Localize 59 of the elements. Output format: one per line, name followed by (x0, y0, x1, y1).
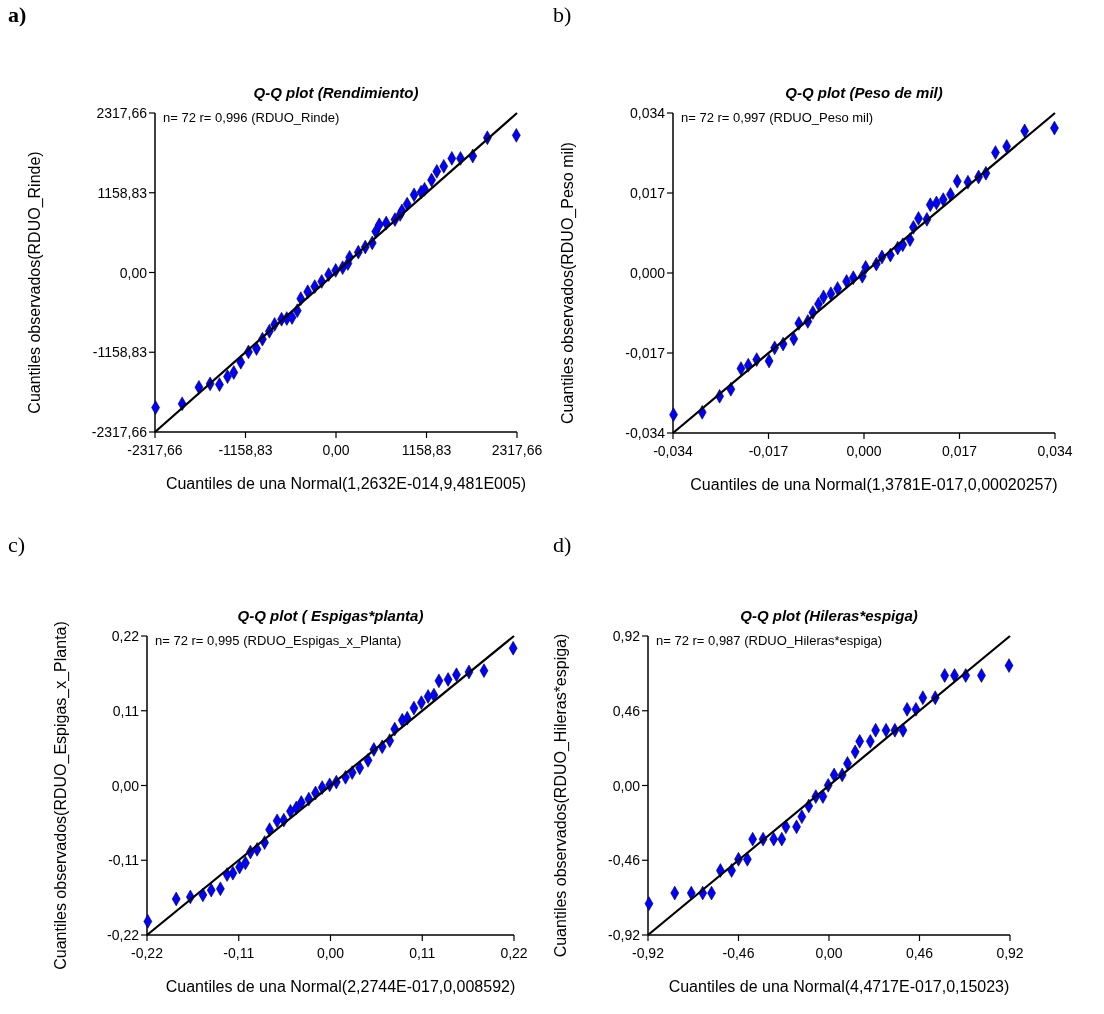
x-tick-label: 0,00 (322, 442, 350, 458)
chart-title: Q-Q plot (Peso de mil) (785, 84, 943, 101)
chart-title: Q-Q plot (Rendimiento) (253, 84, 419, 101)
x-axis-title: Cuantiles de una Normal(2,2744E-017,0,008592) (165, 978, 516, 995)
y-tick-label: -0,11 (108, 852, 140, 869)
x-tick-label: 0,46 (905, 945, 934, 961)
y-tick-label: 0,46 (612, 702, 641, 719)
y-tick-label: 0,034 (629, 105, 666, 121)
y-tick-label: -1158,83 (92, 344, 148, 361)
y-axis-title: Cuantiles observados(RDUO_Rinde) (26, 151, 44, 414)
annotation: n= 72 r= 0,987 (RDUO_Hileras*espiga) (656, 633, 883, 648)
x-tick-label: -0,034 (653, 443, 694, 459)
x-tick-label: -0,11 (223, 945, 255, 961)
x-tick-label: 2317,66 (491, 442, 543, 458)
y-tick-label: 0,000 (629, 265, 666, 281)
y-tick-label: 0,22 (111, 628, 140, 644)
annotation: n= 72 r= 0,997 (RDUO_Peso mil) (681, 110, 874, 125)
y-tick-label: 1158,83 (97, 184, 148, 201)
y-tick-label: -2317,66 (91, 424, 148, 440)
y-tick-label: 2317,66 (96, 105, 148, 121)
y-tick-label: -0,46 (608, 852, 641, 869)
text: a) (8, 2, 27, 27)
x-axis-title: Cuantiles de una Normal(1,2632E-014,9,481E005) (165, 475, 527, 492)
y-tick-label: 0,11 (112, 702, 140, 719)
y-tick-label: -0,22 (107, 927, 140, 943)
text: d) (553, 532, 572, 557)
y-tick-label: 0,00 (111, 777, 140, 794)
y-axis-title: Cuantiles observados(RDUO_Peso mil) (559, 142, 577, 424)
y-tick-label: -0,034 (625, 425, 666, 441)
x-tick-label: -1158,83 (218, 442, 273, 458)
x-tick-label: 0,017 (941, 443, 978, 459)
y-tick-label: -0,017 (625, 345, 666, 361)
y-axis-title: Cuantiles observados(RDUO_Espigas_x_Planta) (52, 621, 70, 970)
x-tick-label: 0,92 (996, 945, 1024, 961)
y-tick-label: 0,92 (612, 628, 641, 644)
y-axis-title: Cuantiles observados(RDUO_Hileras*espiga) (552, 633, 570, 958)
chart-title: Q-Q plot (Hileras*espiga) (740, 607, 918, 624)
x-axis-title: Cuantiles de una Normal(1,3781E-017,0,00020257) (690, 476, 1058, 493)
x-tick-label: -0,017 (748, 443, 789, 459)
y-tick-label: 0,00 (119, 264, 148, 281)
y-tick-label: 0,00 (612, 777, 641, 794)
x-tick-label: 1158,83 (401, 442, 452, 458)
x-tick-label: -0,22 (131, 945, 164, 961)
y-tick-label: -0,92 (608, 927, 641, 943)
x-tick-label: 0,000 (846, 443, 882, 459)
x-tick-label: 0,00 (316, 945, 345, 961)
x-tick-label: -0,46 (722, 945, 755, 961)
x-tick-label: 0,00 (815, 945, 843, 961)
annotation: n= 72 r= 0,996 (RDUO_Rinde) (163, 110, 340, 125)
x-tick-label: 0,22 (500, 945, 528, 961)
text: c) (8, 532, 26, 557)
annotation: n= 72 r= 0,995 (RDUO_Espigas_x_Planta) (155, 633, 402, 648)
chart-title: Q-Q plot ( Espigas*planta) (237, 607, 424, 624)
x-tick-label: 0,11 (409, 945, 436, 961)
x-tick-label: -2317,66 (127, 442, 183, 458)
x-axis-title: Cuantiles de una Normal(4,4717E-017,0,15023) (668, 978, 1010, 995)
text: b) (553, 2, 572, 27)
x-tick-label: 0,034 (1037, 443, 1073, 459)
y-tick-label: 0,017 (629, 185, 666, 201)
